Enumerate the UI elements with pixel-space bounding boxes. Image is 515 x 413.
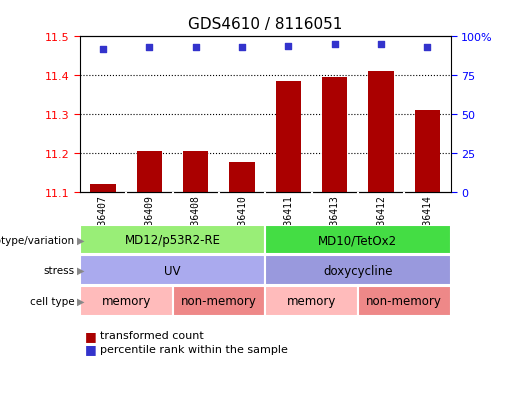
Bar: [80, 225, 265, 255]
Text: MD10/TetOx2: MD10/TetOx2: [318, 233, 398, 247]
Text: GSM936410: GSM936410: [237, 195, 247, 247]
Text: percentile rank within the sample: percentile rank within the sample: [100, 344, 288, 354]
Bar: [265, 256, 451, 285]
Bar: [183, 152, 209, 192]
Text: GSM936409: GSM936409: [144, 195, 154, 247]
Bar: [229, 163, 255, 192]
Bar: [136, 152, 162, 192]
Point: [331, 42, 339, 48]
Text: GSM936414: GSM936414: [422, 195, 433, 247]
Text: ▶: ▶: [77, 296, 85, 306]
Bar: [80, 256, 265, 285]
Bar: [322, 78, 348, 192]
Text: genotype/variation: genotype/variation: [0, 235, 75, 245]
Text: ■: ■: [85, 342, 97, 356]
Title: GDS4610 / 8116051: GDS4610 / 8116051: [188, 17, 342, 32]
Text: MD12/p53R2-RE: MD12/p53R2-RE: [125, 233, 220, 247]
Text: ■: ■: [85, 329, 97, 342]
Point: [145, 45, 153, 51]
Bar: [265, 225, 451, 255]
Text: GSM936407: GSM936407: [98, 195, 108, 247]
Bar: [276, 82, 301, 192]
Bar: [358, 286, 451, 316]
Text: transformed count: transformed count: [100, 330, 204, 340]
Point: [192, 45, 200, 51]
Text: GSM936413: GSM936413: [330, 195, 340, 247]
Bar: [173, 286, 265, 316]
Text: GSM936408: GSM936408: [191, 195, 201, 247]
Text: ▶: ▶: [77, 235, 85, 245]
Text: stress: stress: [44, 266, 75, 275]
Bar: [415, 111, 440, 192]
Point: [99, 46, 107, 53]
Text: cell type: cell type: [30, 296, 75, 306]
Bar: [80, 286, 173, 316]
Text: GSM936412: GSM936412: [376, 195, 386, 247]
Text: non-memory: non-memory: [181, 294, 257, 308]
Point: [238, 45, 246, 51]
Text: memory: memory: [101, 294, 151, 308]
Bar: [265, 286, 358, 316]
Point: [284, 43, 293, 50]
Bar: [368, 72, 394, 192]
Bar: [90, 184, 116, 192]
Text: ▶: ▶: [77, 266, 85, 275]
Text: UV: UV: [164, 264, 181, 277]
Text: non-memory: non-memory: [366, 294, 442, 308]
Text: doxycycline: doxycycline: [323, 264, 392, 277]
Point: [377, 42, 385, 48]
Text: memory: memory: [287, 294, 336, 308]
Point: [423, 45, 432, 51]
Text: GSM936411: GSM936411: [283, 195, 294, 247]
